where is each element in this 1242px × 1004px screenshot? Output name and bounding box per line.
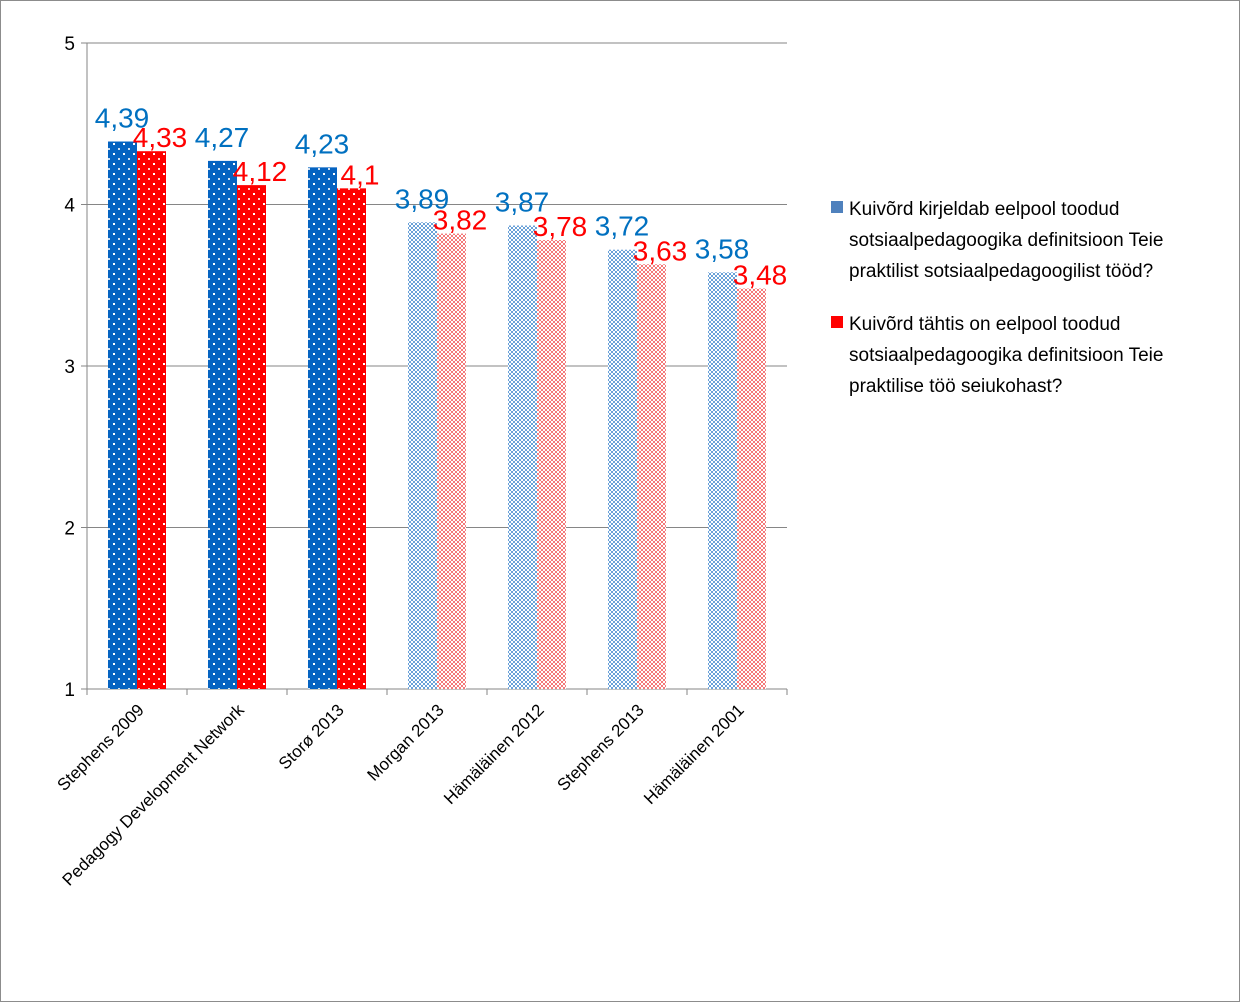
bar-series-1 <box>208 160 237 689</box>
x-tick-label: Pedagogy Development Network <box>59 700 249 890</box>
data-label: 4,33 <box>133 122 188 153</box>
data-label: 4,27 <box>195 122 250 153</box>
bar-series-2 <box>237 185 266 689</box>
bar-series-1 <box>708 272 737 689</box>
bar-series-1 <box>608 249 637 689</box>
data-label: 3,72 <box>595 211 650 242</box>
bar-series-2 <box>537 240 566 689</box>
x-tick-label: Hämäläinen 2012 <box>440 700 548 808</box>
data-labels: 4,394,33 4,274,124,234,13,893,823,873,78 3… <box>95 103 788 291</box>
bar-series-2 <box>737 288 766 689</box>
legend: Kuivõrd kirjeldab eelpool toodud sotsiaa… <box>831 194 1231 424</box>
bars <box>108 141 766 690</box>
data-label: 3,58 <box>695 233 750 264</box>
bar-series-1 <box>508 225 537 689</box>
data-label: 4,23 <box>295 128 350 159</box>
x-tick-label: Stephens 2009 <box>54 700 148 794</box>
x-tick-label: Storø 2013 <box>275 700 348 773</box>
y-tick-label: 2 <box>64 519 75 540</box>
x-tick-label: Hämäläinen 2001 <box>640 700 748 808</box>
bar-series-1 <box>408 222 437 689</box>
data-label: 3,87 <box>495 186 550 217</box>
legend-item-series-2: Kuivõrd tähtis on eelpool toodud sotsiaa… <box>831 309 1231 402</box>
x-tick-label: Morgan 2013 <box>364 700 448 784</box>
bar-series-2 <box>637 264 666 689</box>
y-tick-label: 5 <box>64 34 75 55</box>
data-label: 3,78 <box>533 211 588 242</box>
y-tick-label: 3 <box>64 357 75 378</box>
legend-label: Kuivõrd tähtis on eelpool toodud sotsiaa… <box>849 314 1164 397</box>
data-label: 3,48 <box>733 259 788 290</box>
legend-item-series-1: Kuivõrd kirjeldab eelpool toodud sotsiaa… <box>831 194 1231 287</box>
data-label: 4,39 <box>95 103 150 134</box>
data-label: 4,12 <box>233 156 288 187</box>
data-label: 4,1 <box>341 159 380 190</box>
bar-series-2 <box>137 151 166 689</box>
bar-series-2 <box>437 233 466 689</box>
data-label: 3,82 <box>433 205 488 236</box>
bar-series-1 <box>308 167 337 690</box>
x-tick-label: Stephens 2013 <box>554 700 648 794</box>
data-label: 3,89 <box>395 183 450 214</box>
legend-label: Kuivõrd kirjeldab eelpool toodud sotsiaa… <box>849 199 1164 282</box>
bar-series-2 <box>337 188 366 689</box>
y-tick-label: 1 <box>64 680 75 701</box>
legend-swatch-red-icon <box>831 316 843 328</box>
bar-series-1 <box>108 141 137 689</box>
data-label: 3,63 <box>633 235 688 266</box>
y-tick-label: 4 <box>64 196 75 217</box>
legend-swatch-blue-icon <box>831 201 843 213</box>
